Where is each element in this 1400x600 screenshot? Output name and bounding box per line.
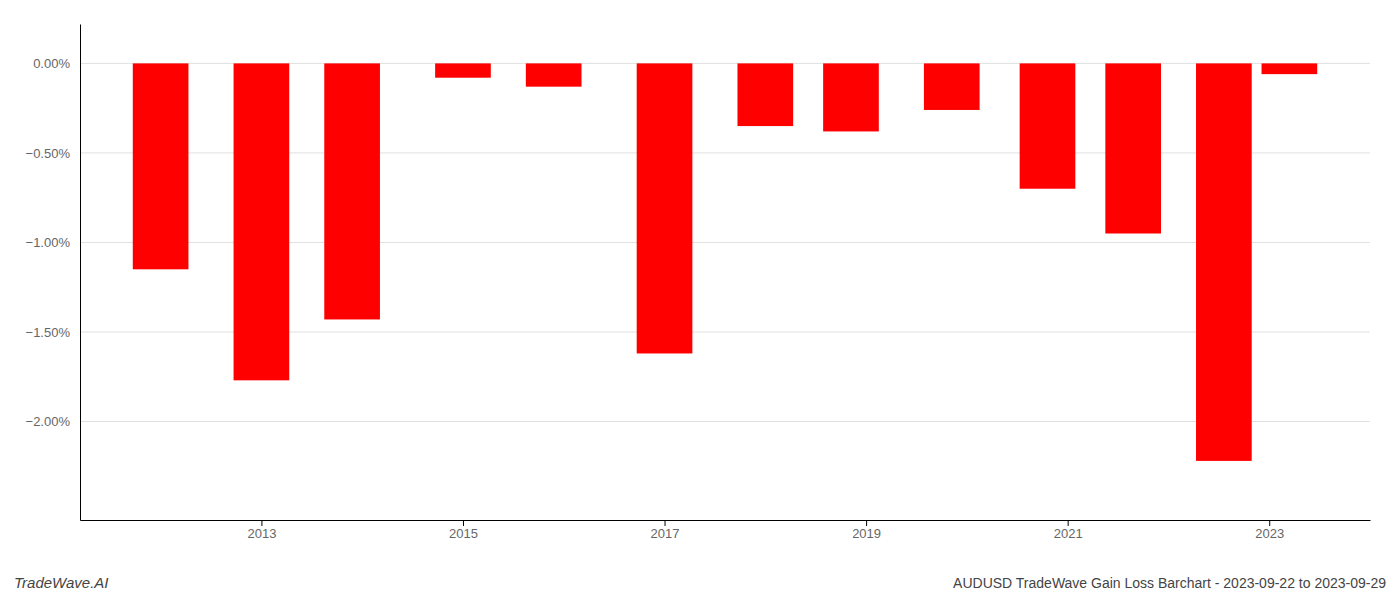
bar — [737, 63, 793, 126]
x-tick-mark — [866, 520, 867, 526]
grid-line — [80, 421, 1370, 422]
y-axis-line — [80, 25, 81, 521]
x-axis-line — [81, 520, 1371, 521]
y-axis: 0.00% −0.50% −1.00% −1.50% −2.00% — [26, 25, 81, 521]
chart: 2013 2015 2017 2019 2021 2023 0.00% −0.50% −1.00… — [0, 0, 1400, 600]
y-tick-label: −1.00% — [26, 235, 71, 250]
x-tick-mark — [463, 520, 464, 526]
y-tick-label: −2.00% — [26, 414, 71, 429]
x-tick-mark — [1068, 520, 1069, 526]
x-tick-label: 2017 — [651, 526, 680, 541]
bar — [823, 63, 879, 131]
bar — [924, 63, 980, 110]
y-tick: −2.00% — [26, 414, 80, 429]
bar — [324, 63, 380, 319]
y-tick-label: −0.50% — [26, 146, 71, 161]
bar — [435, 63, 491, 77]
x-tick-label: 2021 — [1054, 526, 1083, 541]
bar — [526, 63, 582, 86]
x-tick-mark — [261, 520, 262, 526]
annotation: TradeWave.AI — [14, 574, 108, 591]
x-tick: 2013 — [247, 520, 276, 541]
bars — [133, 63, 1317, 461]
bar — [1262, 63, 1318, 74]
x-axis: 2013 2015 2017 2019 2021 2023 — [81, 520, 1371, 541]
y-tick: −1.50% — [26, 325, 80, 340]
x-tick: 2017 — [651, 520, 680, 541]
x-tick-label: 2019 — [852, 526, 881, 541]
x-tick: 2021 — [1054, 520, 1083, 541]
grid — [80, 63, 1370, 421]
x-tick: 2023 — [1255, 520, 1284, 541]
x-tick-mark — [1269, 520, 1270, 526]
y-tick: −0.50% — [26, 146, 80, 161]
bar — [637, 63, 693, 353]
bar — [1020, 63, 1076, 188]
x-tick-label: 2015 — [449, 526, 478, 541]
x-tick-mark — [665, 520, 666, 526]
annotation: AUDUSD TradeWave Gain Loss Barchart - 20… — [953, 575, 1386, 591]
bar — [234, 63, 290, 380]
x-tick: 2015 — [449, 520, 478, 541]
y-tick: 0.00% — [33, 56, 80, 71]
bar — [133, 63, 189, 269]
y-tick-label: 0.00% — [33, 56, 70, 71]
bar — [1196, 63, 1252, 461]
x-tick: 2019 — [852, 520, 881, 541]
x-tick-label: 2023 — [1255, 526, 1284, 541]
bar — [1105, 63, 1161, 233]
footer: TradeWave.AI AUDUSD TradeWave Gain Loss B… — [14, 574, 1386, 591]
y-tick: −1.00% — [26, 235, 80, 250]
x-tick-label: 2013 — [247, 526, 276, 541]
y-tick-label: −1.50% — [26, 325, 71, 340]
